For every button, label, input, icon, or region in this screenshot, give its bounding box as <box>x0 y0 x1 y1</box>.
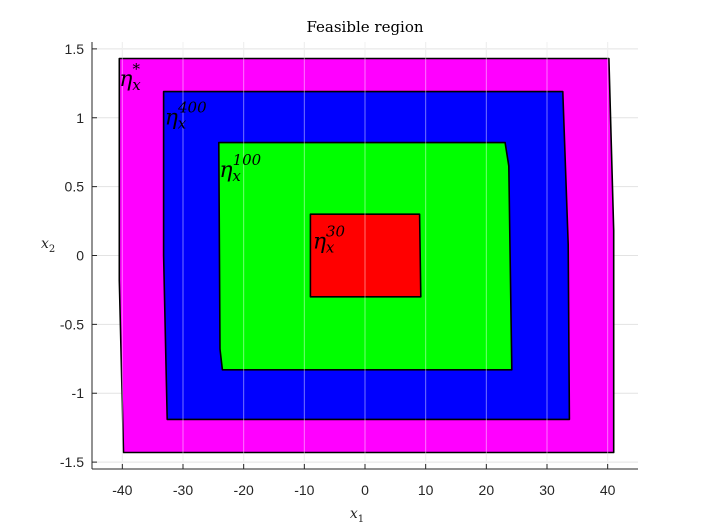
x-tick-label: -40 <box>112 482 132 498</box>
y-tick-label: -0.5 <box>60 316 84 332</box>
region-label-superscript: 30 <box>326 223 346 241</box>
x-tick-label: 10 <box>418 482 434 498</box>
x-tick-label: 0 <box>361 482 369 498</box>
region-label-superscript: 400 <box>177 99 207 117</box>
x-tick-label: 20 <box>479 482 495 498</box>
region-label-symbol: η <box>165 106 178 131</box>
region-label: η* <box>119 60 140 92</box>
region-label-superscript: * <box>132 60 140 78</box>
region-30 <box>309 213 422 298</box>
x-tick-label: -20 <box>234 482 254 498</box>
region-label-symbol: η <box>119 67 132 92</box>
y-tick-label: -1 <box>72 385 85 401</box>
region-label: η100 <box>219 151 261 183</box>
region-label-symbol: η <box>219 158 232 183</box>
x-axis-label-sub: 1 <box>358 514 364 525</box>
x-tick-label: -30 <box>173 482 193 498</box>
x-axis-label-main: x <box>350 506 358 522</box>
region-label-subscript: x <box>232 167 241 185</box>
region-label-subscript: x <box>326 239 335 257</box>
region-label-subscript: x <box>132 76 141 94</box>
region-label-symbol: η <box>313 230 326 255</box>
regions <box>118 57 615 454</box>
y-axis-label-sub: 2 <box>49 244 55 255</box>
y-tick-label: 1.5 <box>65 41 85 57</box>
axes: -40 -30 -20 -10 0 10 20 30 40 -1.5 -1 -0.5 0 0.5 1 1.5 <box>60 41 638 498</box>
y-tick-label: 1 <box>76 110 84 126</box>
y-tick-label: 0 <box>76 248 84 264</box>
y-axis-label: x2 <box>41 236 55 255</box>
region-label-subscript: x <box>178 115 187 133</box>
x-tick-label: 30 <box>539 482 555 498</box>
region-label: η400 <box>165 99 207 131</box>
x-tick-label: -10 <box>294 482 314 498</box>
y-tick-label: 0.5 <box>65 179 85 195</box>
y-tick-label: -1.5 <box>60 454 84 470</box>
y-axis-label-main: x <box>41 236 49 252</box>
overlay-gridlines <box>121 42 609 469</box>
chart-title: Feasible region <box>306 18 423 36</box>
region-label-superscript: 100 <box>233 151 262 169</box>
x-tick-label: 40 <box>600 482 616 498</box>
x-axis-label: x1 <box>350 506 364 525</box>
region-label: η30 <box>313 223 346 255</box>
